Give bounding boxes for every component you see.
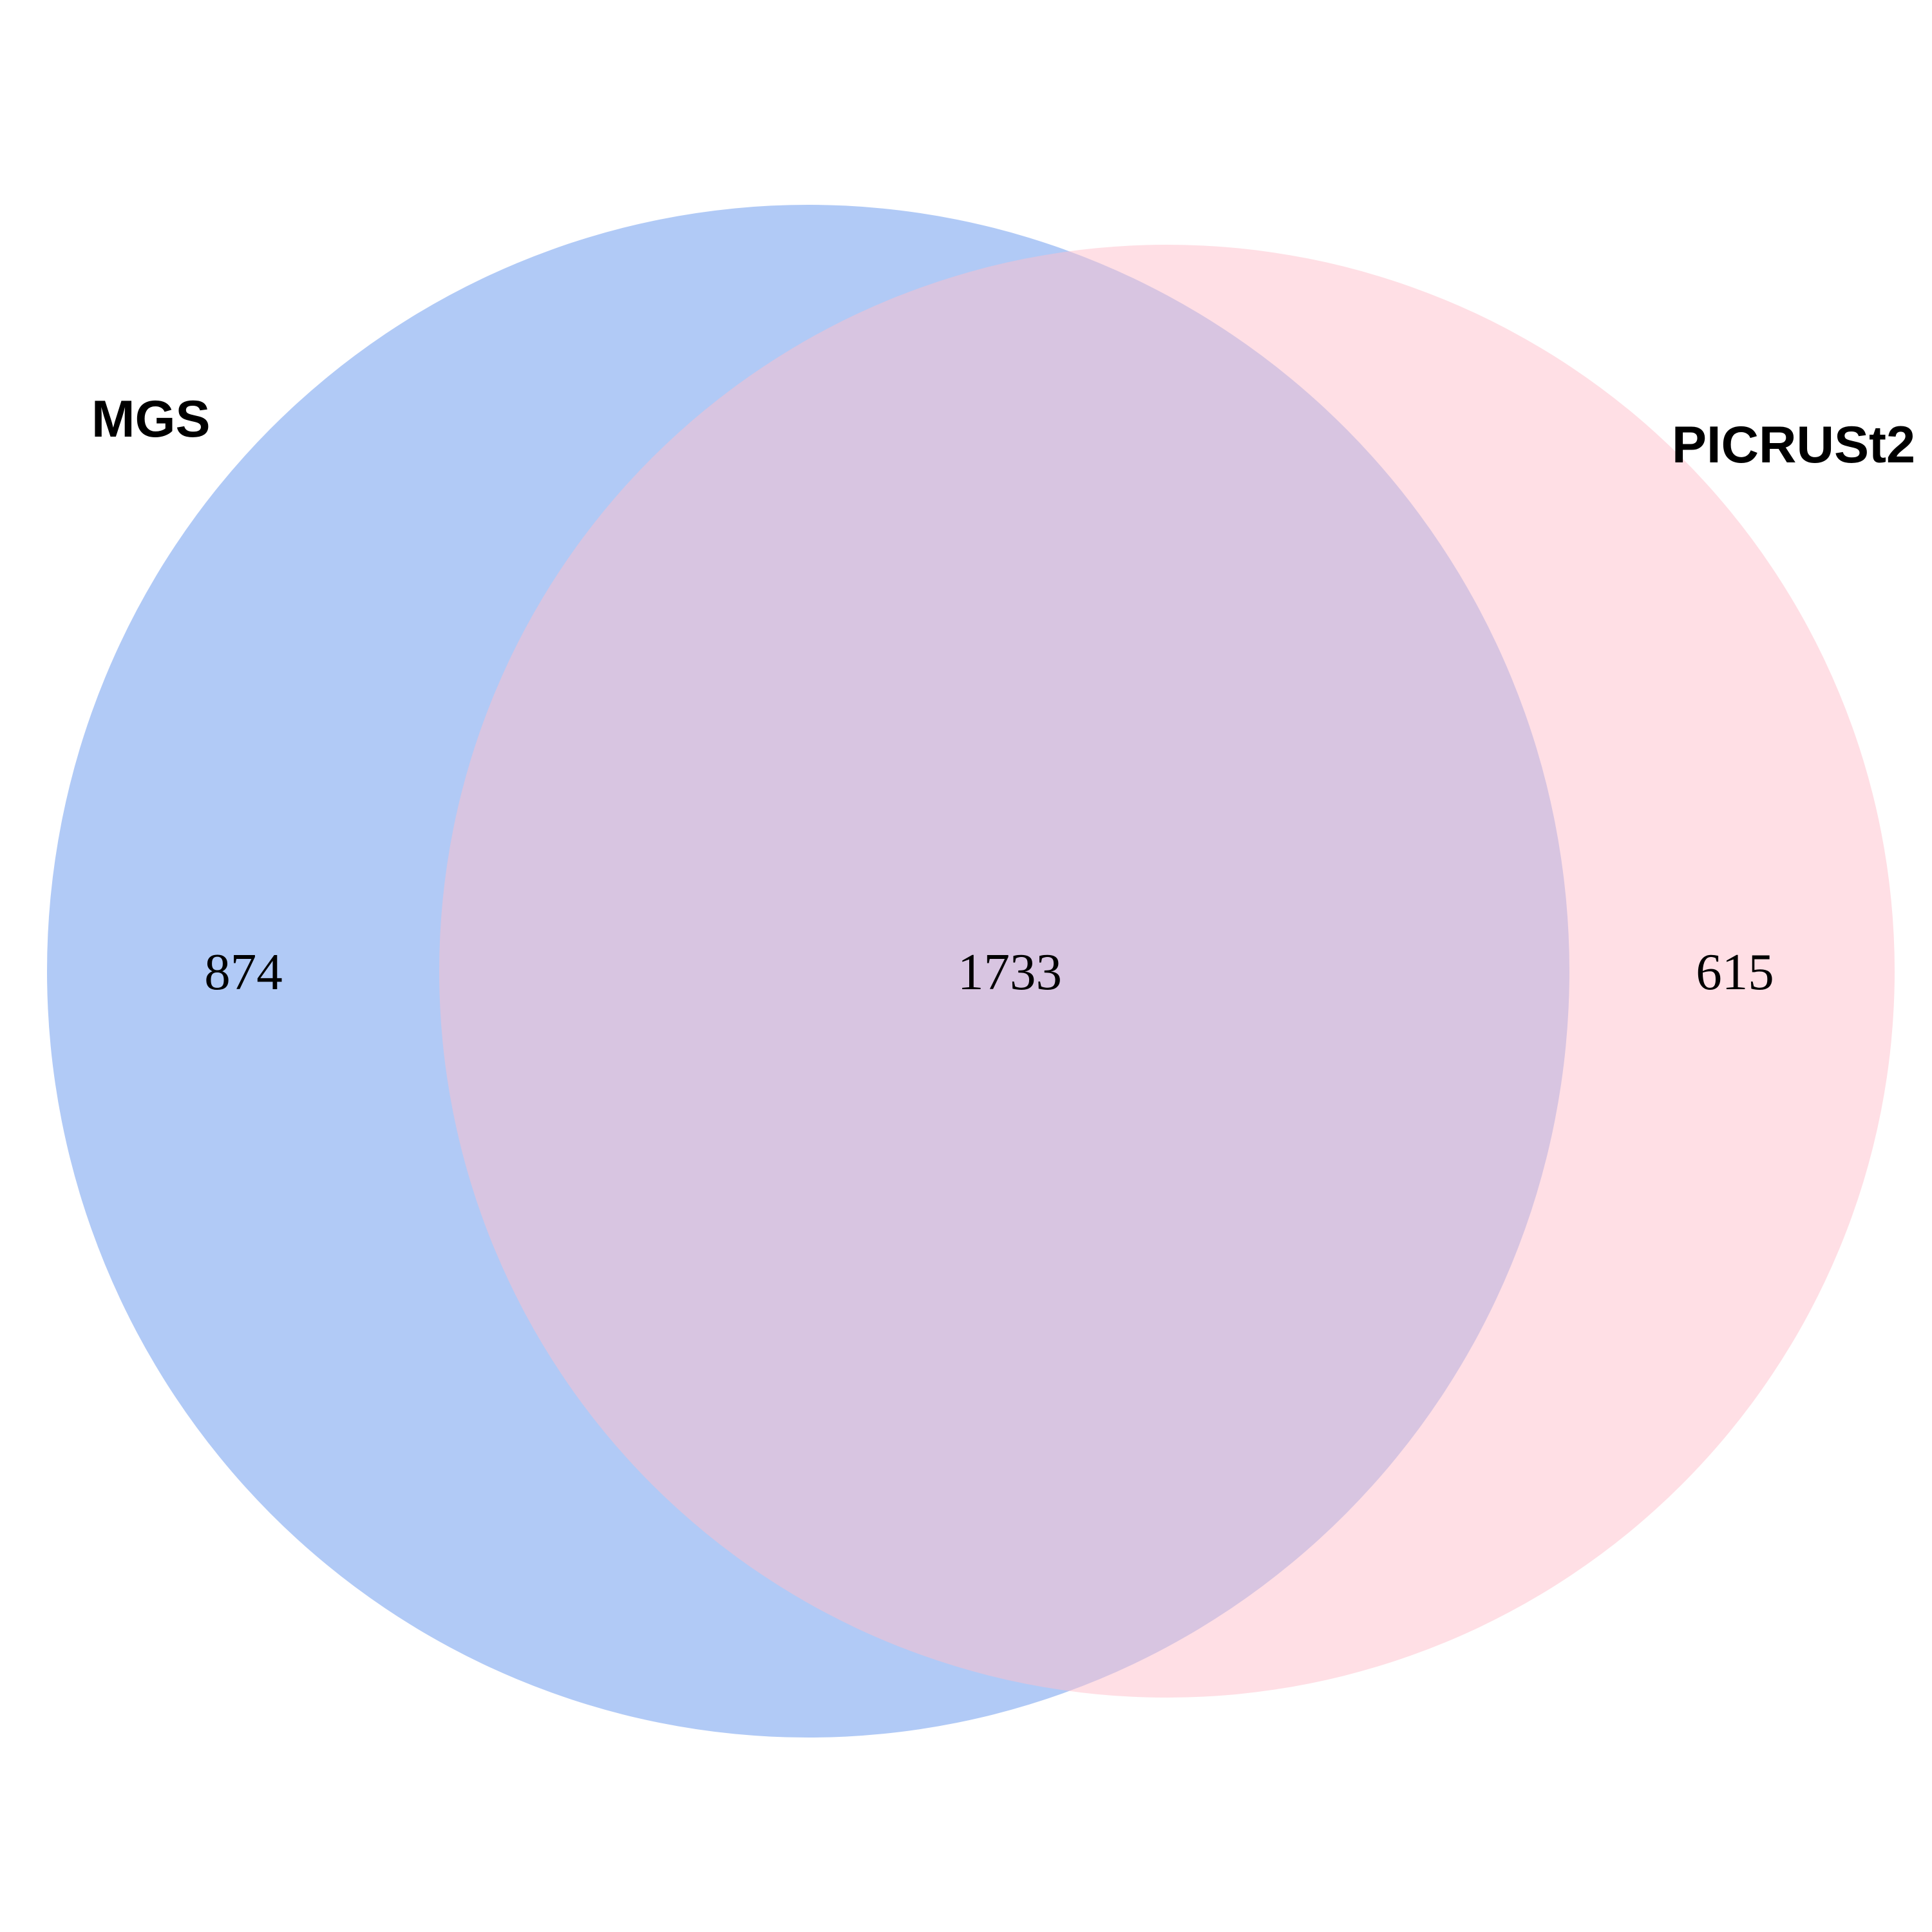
- picrust2-circle: [439, 245, 1895, 1698]
- picrust2-only-count: 615: [1696, 943, 1774, 1001]
- mgs-label: MGS: [91, 390, 211, 448]
- picrust2-label: PICRUSt2: [1672, 416, 1915, 474]
- intersection-count: 1733: [958, 943, 1062, 1001]
- mgs-only-count: 874: [204, 943, 283, 1001]
